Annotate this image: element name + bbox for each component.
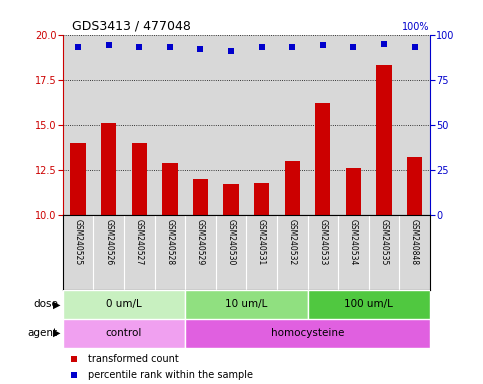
Text: GDS3413 / 477048: GDS3413 / 477048 [72,20,191,33]
Bar [185,319,430,348]
Point [319,42,327,48]
Text: GSM240525: GSM240525 [73,219,83,265]
Bar [315,103,330,215]
Text: control: control [106,328,142,338]
Bar [193,179,208,215]
Bar [162,163,177,215]
Point [342,298,350,304]
Text: transformed count: transformed count [88,354,179,364]
Point [166,44,174,50]
Point [135,44,143,50]
Text: GSM240529: GSM240529 [196,219,205,265]
Text: GSM240532: GSM240532 [288,219,297,265]
Point [350,44,357,50]
Text: GSM240531: GSM240531 [257,219,266,265]
Text: agent: agent [28,328,58,338]
Text: homocysteine: homocysteine [271,328,344,338]
Bar [71,143,86,215]
Point [258,44,266,50]
Point [380,41,388,47]
Text: GSM240535: GSM240535 [380,219,388,265]
Point [227,48,235,54]
Bar [376,65,392,215]
Text: percentile rank within the sample: percentile rank within the sample [88,370,254,380]
Point [74,44,82,50]
Text: 10 um/L: 10 um/L [225,299,268,310]
Bar [308,290,430,319]
Text: ▶: ▶ [53,328,60,338]
Bar [254,182,270,215]
Point [288,44,296,50]
Bar [284,161,300,215]
Point [342,149,350,155]
Text: GSM240526: GSM240526 [104,219,113,265]
Text: GSM240533: GSM240533 [318,219,327,265]
Text: dose: dose [33,299,58,310]
Bar [63,319,185,348]
Bar [407,157,422,215]
Bar [223,184,239,215]
Text: ▶: ▶ [53,299,60,310]
Text: GSM240527: GSM240527 [135,219,144,265]
Text: GSM240848: GSM240848 [410,219,419,265]
Point [411,44,418,50]
Text: GSM240528: GSM240528 [165,219,174,265]
Point [197,46,204,52]
Bar [63,290,185,319]
Text: GSM240534: GSM240534 [349,219,358,265]
Bar [346,168,361,215]
Bar [101,123,116,215]
Point [105,42,113,48]
Bar [185,290,308,319]
Text: 100 um/L: 100 um/L [344,299,393,310]
Bar [131,143,147,215]
Text: GSM240530: GSM240530 [227,219,236,265]
Text: 0 um/L: 0 um/L [106,299,142,310]
Text: 100%: 100% [402,22,430,32]
